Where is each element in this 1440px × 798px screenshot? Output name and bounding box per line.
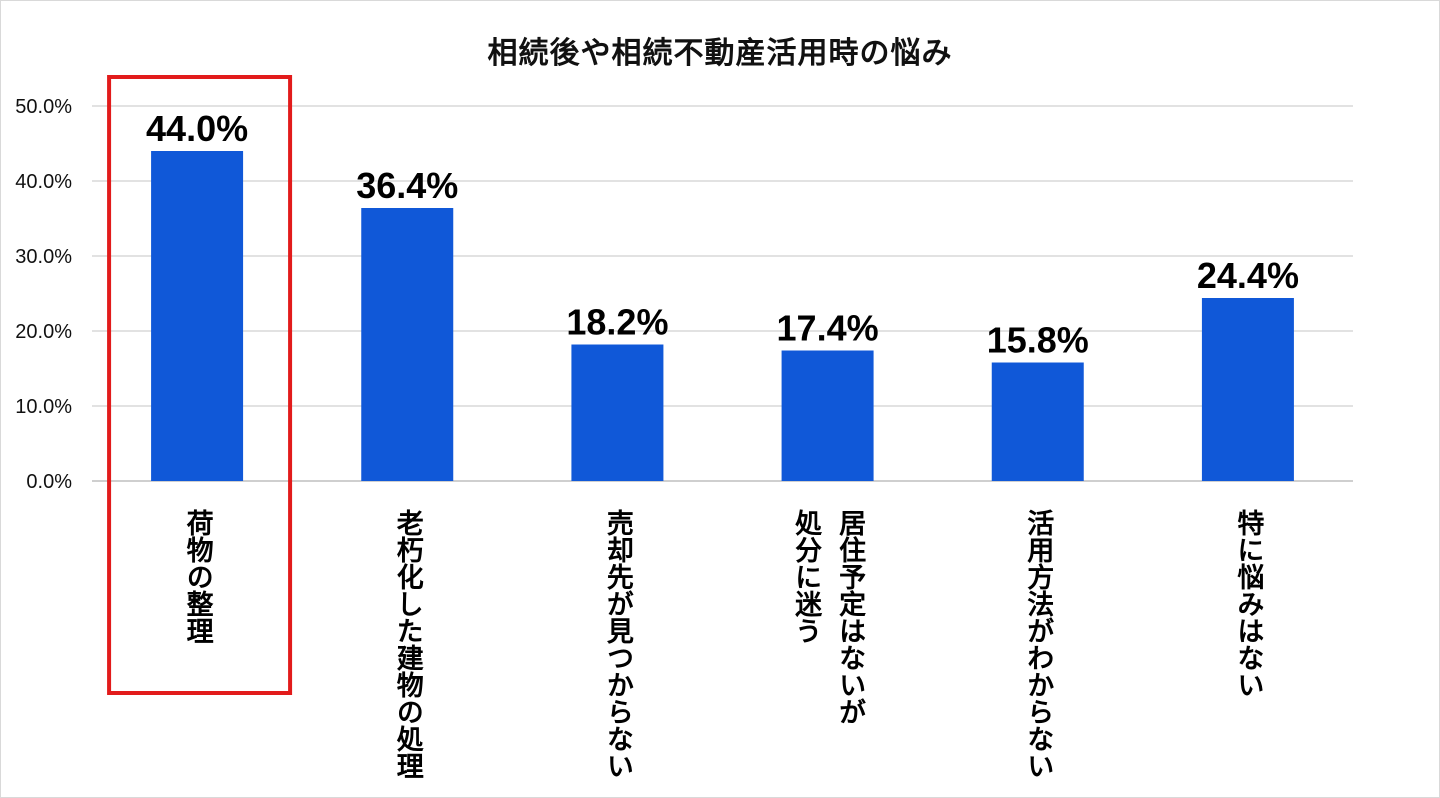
x-category-label: 売却先が見つからない [602,509,634,779]
data-label: 18.2% [566,302,668,343]
chart-title: 相続後や相続不動産活用時の悩み [487,36,953,71]
highlight-box [107,75,293,695]
bar [571,344,664,481]
data-label: 44.0% [146,108,248,149]
bar [361,208,454,481]
y-tick-label: 0.0% [26,471,72,493]
x-category-label: 居住予定はないが [834,509,866,725]
data-label: 17.4% [777,308,879,349]
y-tick-label: 50.0% [15,96,72,118]
y-tick-label: 30.0% [15,246,72,268]
bar [781,350,874,481]
data-label: 36.4% [356,165,458,206]
y-tick-label: 10.0% [15,396,72,418]
data-label: 15.8% [987,320,1089,361]
x-category-label: 活用方法がわからない [1022,509,1054,779]
x-category-label: 老朽化した建物の処理 [392,509,424,779]
bar [151,151,244,481]
bar [991,362,1084,481]
data-label: 24.4% [1197,255,1299,296]
bar [1201,298,1294,481]
x-category-label: 荷物の整理 [182,509,214,644]
x-category-label: 特に悩みはない [1232,509,1264,698]
x-category-label: 処分に迷う [790,508,822,644]
y-tick-label: 20.0% [15,321,72,343]
y-tick-label: 40.0% [15,171,72,193]
